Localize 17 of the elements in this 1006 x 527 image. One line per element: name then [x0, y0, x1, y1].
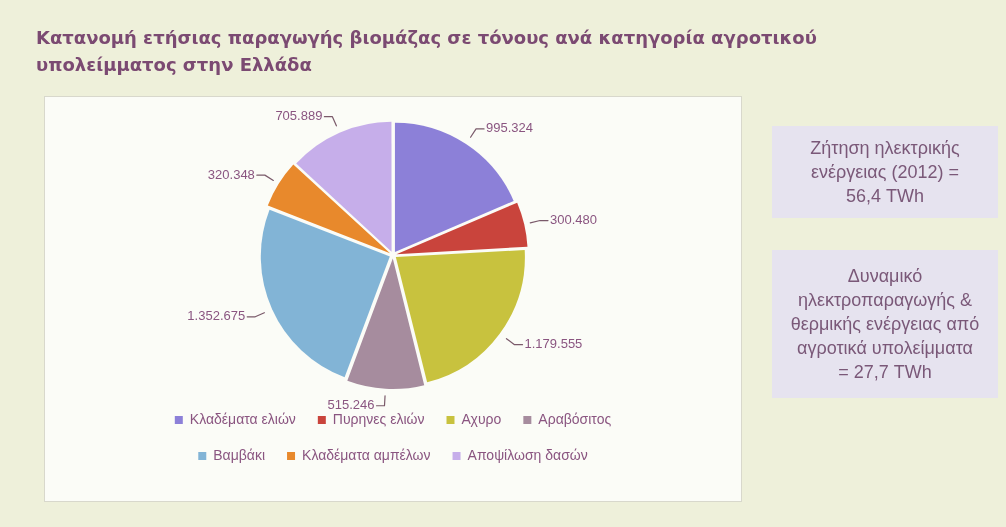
legend-label: Αραβόσιτος [538, 410, 612, 427]
data-label: 995.324 [486, 120, 534, 136]
legend-label: Βαμβάκι [213, 446, 266, 463]
legend-label: Κλαδέματα ελιών [189, 410, 296, 427]
data-label: 300.480 [550, 212, 598, 228]
chart-title: Κατανομή ετήσιας παραγωγής βιομάζας σε τόνους ανά κατηγορία αγροτικού υπολείμματος στην Ελλάδα [36, 26, 818, 77]
data-label: 705.889 [275, 108, 323, 124]
data-label: 320.348 [207, 166, 255, 182]
legend-label: Πυρηνες ελιών [332, 410, 425, 427]
data-label: 515.246 [327, 397, 375, 413]
text: Δυναμικό ηλεκτροπαραγωγής & θερμικής ενέργειας από αγροτικά υπολείμματα = 27,7 TWh [772, 250, 998, 398]
legend-label: Αχυρο [461, 410, 502, 427]
text: Ζήτηση ηλεκτρικής ενέργειας (2012) = 56,4 TWh [772, 126, 998, 218]
data-label: 1.179.555 [524, 336, 583, 352]
data-label: 1.352.675 [187, 308, 246, 324]
legend-label: Κλαδέματα αμπέλων [302, 446, 431, 463]
legend-label: Αποψίλωση δασών [467, 446, 588, 463]
